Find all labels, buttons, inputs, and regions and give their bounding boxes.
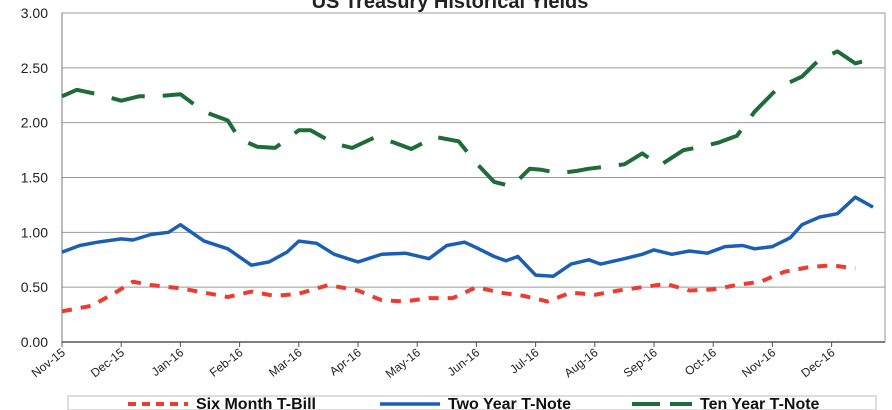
series-line-six-month-t-bill (61, 263, 856, 314)
legend-box (67, 395, 877, 410)
chart-title: US Treasury Historical Yields (312, 0, 589, 13)
plot-area (61, 12, 886, 343)
y-tick-label: 1.00 (21, 224, 48, 240)
series-line-two-year-t-note (61, 195, 874, 278)
y-tick-label: 0.00 (21, 334, 48, 350)
y-tick-label: 2.00 (21, 115, 48, 131)
y-tick-label: 2.50 (21, 60, 48, 76)
legend-label: Six Month T-Bill (196, 396, 316, 410)
y-axis: 0.00 0.50 1.00 1.50 2.00 2.50 3.00 (21, 5, 63, 350)
y-tick-label: 0.50 (21, 279, 48, 295)
y-tick-label: 1.50 (21, 170, 48, 186)
legend-label: Ten Year T-Note (700, 396, 820, 410)
legend-label: Two Year T-Note (448, 396, 571, 410)
series-layer (61, 49, 880, 314)
legend: Six Month T-Bill Two Year T-Note Ten Year … (67, 395, 877, 410)
y-tick-label: 3.00 (21, 5, 48, 21)
series-line-ten-year-t-note (61, 49, 880, 189)
